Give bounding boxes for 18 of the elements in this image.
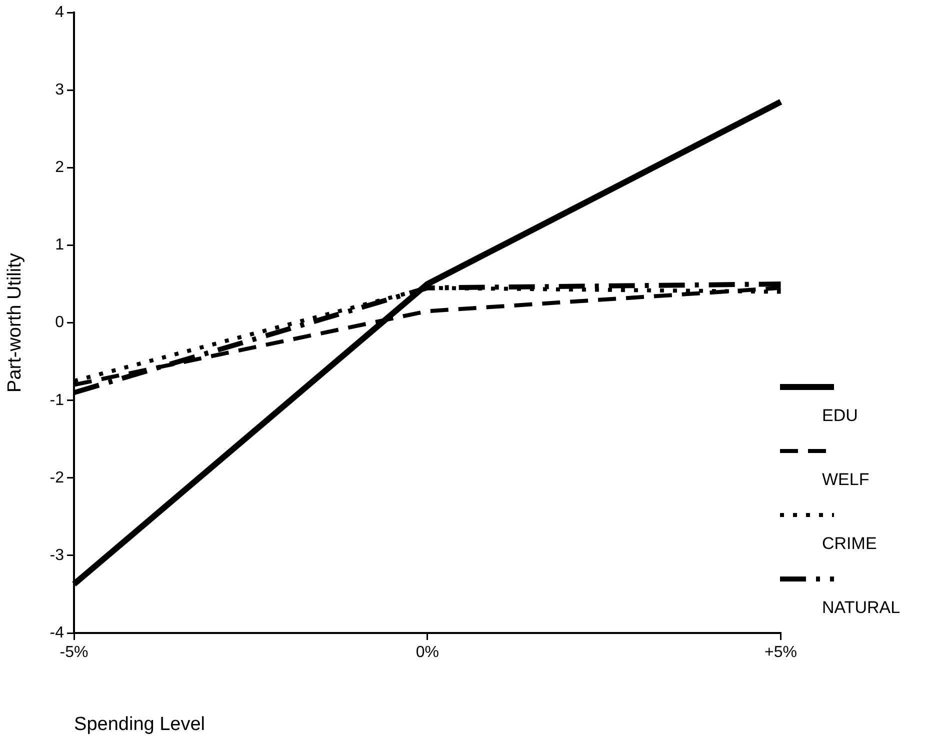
y-tick-label: 3 bbox=[55, 82, 64, 99]
y-tick-label: -3 bbox=[50, 546, 64, 564]
legend-label: EDU bbox=[822, 406, 858, 426]
x-tick-label: +5% bbox=[764, 644, 797, 662]
x-axis-title: Spending Level bbox=[74, 714, 206, 735]
y-axis-title: Part-worth Utility bbox=[4, 252, 26, 392]
y-tick-label: 0 bbox=[55, 314, 64, 332]
y-tick-label: -1 bbox=[50, 392, 64, 409]
y-tick-label: 4 bbox=[55, 4, 64, 22]
x-tick-label: 0% bbox=[416, 644, 439, 662]
x-tick-label: -5% bbox=[60, 644, 88, 662]
legend-label: CRIME bbox=[822, 534, 877, 554]
y-tick-label: 1 bbox=[55, 236, 64, 254]
y-tick-label: -4 bbox=[50, 624, 64, 642]
legend-label: NATURAL bbox=[822, 598, 900, 618]
y-tick-label: -2 bbox=[50, 469, 64, 486]
y-tick-label: 2 bbox=[55, 159, 64, 176]
legend-label: WELF bbox=[822, 470, 870, 490]
